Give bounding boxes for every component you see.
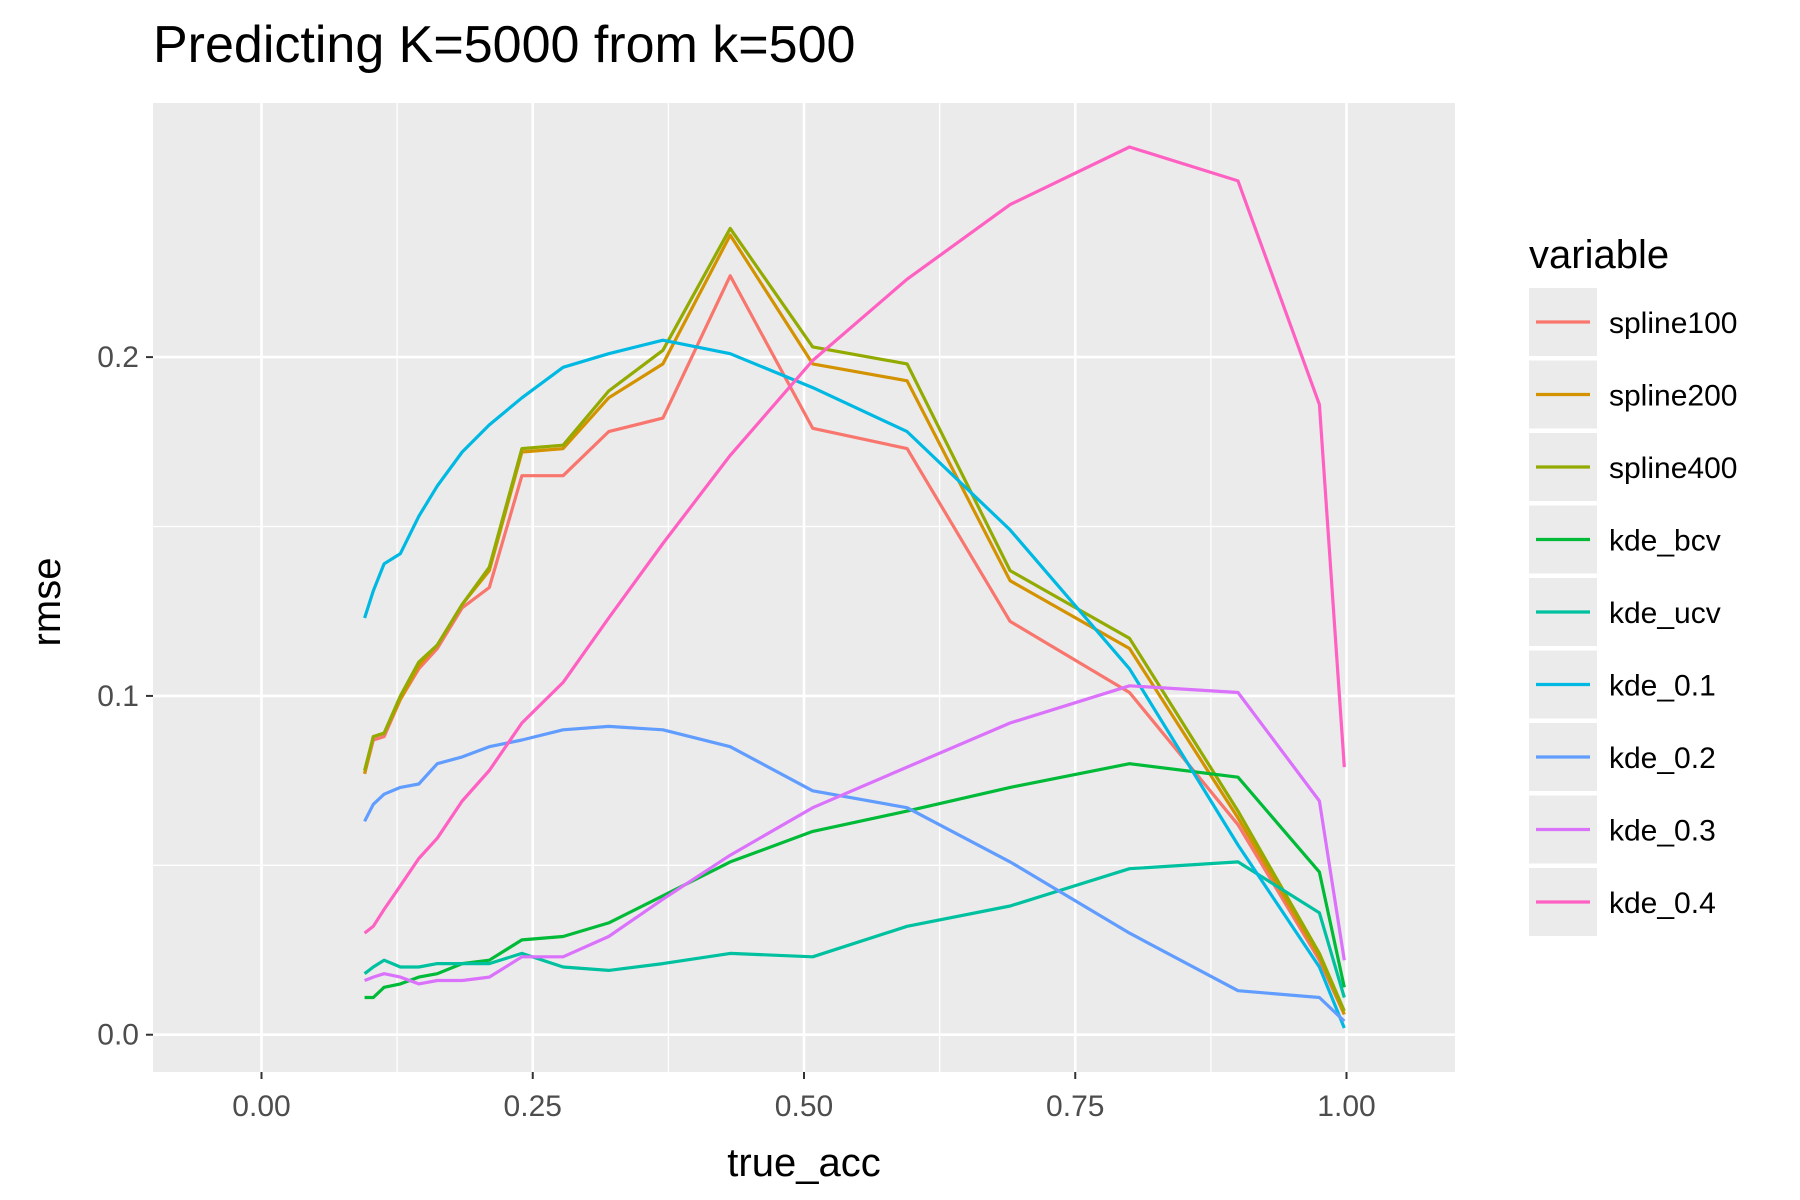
legend-label-kde_0.1: kde_0.1 xyxy=(1609,670,1716,703)
legend-label-kde_bcv: kde_bcv xyxy=(1609,525,1721,558)
legend-label-spline400: spline400 xyxy=(1609,452,1737,485)
x-tick-label: 0.75 xyxy=(1046,1090,1104,1123)
x-axis: 0.00 0.25 0.50 0.75 1.00 xyxy=(232,1072,1376,1123)
x-tick-label: 1.00 xyxy=(1317,1090,1375,1123)
legend-label-spline200: spline200 xyxy=(1609,380,1737,413)
series-line-kde_bcv xyxy=(364,762,1346,1000)
legend-label-kde_0.4: kde_0.4 xyxy=(1609,887,1716,920)
x-tick-label: 0.00 xyxy=(232,1090,290,1123)
series-line-kde_ucv xyxy=(363,860,1346,998)
y-tick-label: 0.1 xyxy=(97,680,139,713)
major-gridlines xyxy=(153,103,1455,1072)
legend: variable spline100 spline200 spline400 kde_… xyxy=(1529,233,1737,936)
legend-label-kde_0.3: kde_0.3 xyxy=(1609,815,1716,848)
series-line-kde_0.1 xyxy=(363,338,1346,1029)
legend-label-kde_0.2: kde_0.2 xyxy=(1609,742,1716,775)
legend-label-kde_ucv: kde_ucv xyxy=(1609,597,1721,630)
series-line-spline400 xyxy=(363,226,1346,1012)
y-tick-label: 0.0 xyxy=(97,1019,139,1052)
series-line-kde_0.2 xyxy=(363,724,1346,1023)
x-tick-label: 0.25 xyxy=(504,1090,562,1123)
chart-title: Predicting K=5000 from k=500 xyxy=(153,16,855,74)
y-tick-label: 0.2 xyxy=(97,341,139,374)
legend-label-spline100: spline100 xyxy=(1609,307,1737,340)
series-line-spline200 xyxy=(363,233,1346,1016)
y-axis-title: rmse xyxy=(25,558,69,647)
series-line-kde_0.4 xyxy=(363,145,1346,935)
x-axis-title: true_acc xyxy=(727,1141,880,1185)
x-tick-label: 0.50 xyxy=(775,1090,833,1123)
y-axis: 0.0 0.1 0.2 xyxy=(97,341,153,1052)
legend-title: variable xyxy=(1529,233,1669,277)
series-lines xyxy=(363,145,1346,1029)
series-line-kde_0.3 xyxy=(364,684,1346,986)
